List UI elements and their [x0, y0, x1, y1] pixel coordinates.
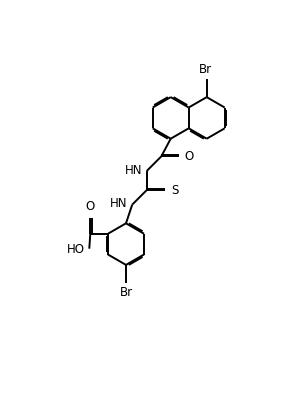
Text: O: O [184, 150, 194, 163]
Text: Br: Br [119, 285, 133, 298]
Text: O: O [86, 200, 95, 213]
Text: S: S [171, 184, 178, 196]
Text: HN: HN [110, 197, 128, 210]
Text: Br: Br [199, 64, 212, 76]
Text: HO: HO [67, 243, 85, 256]
Text: HN: HN [125, 164, 142, 177]
